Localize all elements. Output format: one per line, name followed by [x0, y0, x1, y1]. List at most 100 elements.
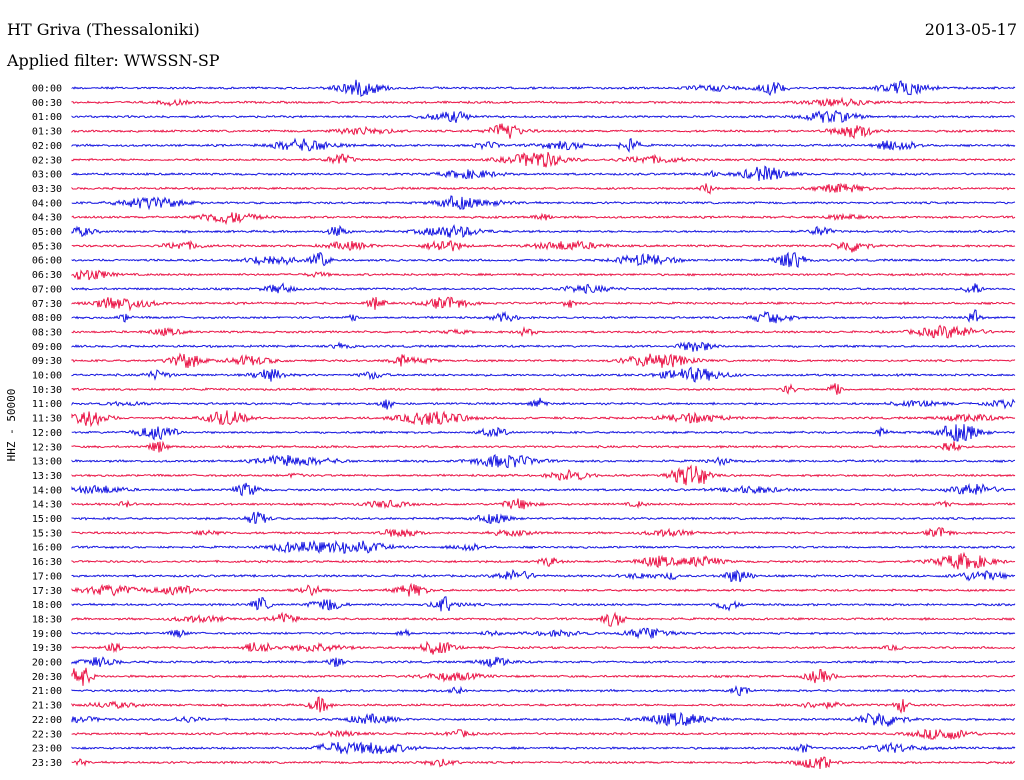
seismic-trace — [71, 397, 1016, 410]
seismic-trace — [71, 79, 1016, 98]
seismic-trace — [71, 526, 1016, 538]
time-label: 06:30 — [32, 270, 62, 281]
seismic-trace — [71, 269, 1016, 281]
time-label: 18:30 — [32, 614, 62, 625]
seismic-trace — [71, 656, 1016, 669]
time-label: 12:30 — [32, 442, 62, 453]
seismic-trace — [71, 212, 1016, 226]
seismic-trace — [71, 239, 1016, 253]
seismic-trace — [71, 482, 1016, 497]
time-label: 08:00 — [32, 313, 62, 324]
time-label: 22:00 — [32, 715, 62, 726]
time-label: 22:30 — [32, 729, 62, 740]
seismic-trace — [71, 627, 1016, 640]
time-label: 19:30 — [32, 643, 62, 654]
time-label: 04:00 — [32, 198, 62, 209]
time-label: 15:00 — [32, 514, 62, 525]
seismic-trace — [71, 640, 1016, 655]
time-label: 23:00 — [32, 744, 62, 755]
time-label: 15:30 — [32, 528, 62, 539]
seismic-trace — [71, 511, 1016, 524]
time-label: 18:00 — [32, 600, 62, 611]
seismic-trace — [71, 728, 1016, 740]
seismic-trace — [71, 309, 1016, 324]
time-label: 07:00 — [32, 284, 62, 295]
seismic-trace — [71, 165, 1016, 182]
time-label: 17:00 — [32, 571, 62, 582]
seismic-trace — [71, 109, 1016, 124]
seismic-trace — [71, 151, 1016, 168]
time-label: 11:30 — [32, 414, 62, 425]
time-label: 16:30 — [32, 557, 62, 568]
seismic-trace — [71, 440, 1016, 453]
seismic-trace — [71, 568, 1016, 583]
seismic-trace — [71, 352, 1016, 368]
time-label: 07:30 — [32, 299, 62, 310]
station-title: HT Griva (Thessaloniki) — [7, 20, 200, 39]
time-label: 13:30 — [32, 471, 62, 482]
seismic-trace — [71, 410, 1016, 428]
date-label: 2013-05-17 — [924, 20, 1017, 39]
time-label: 14:00 — [32, 485, 62, 496]
time-label: 10:30 — [32, 385, 62, 396]
seismic-trace — [71, 424, 1016, 442]
time-label: 03:30 — [32, 184, 62, 195]
seismic-trace — [71, 756, 1016, 770]
time-label: 11:00 — [32, 399, 62, 410]
filter-label: Applied filter: WWSSN-SP — [7, 51, 220, 70]
time-label: 03:00 — [32, 170, 62, 181]
seismic-trace — [71, 137, 1016, 153]
time-label: 17:30 — [32, 586, 62, 597]
time-label: 10:00 — [32, 371, 62, 382]
seismic-trace — [71, 366, 1016, 383]
time-label: 00:00 — [32, 84, 62, 95]
seismic-trace — [71, 685, 1016, 697]
seismic-trace — [71, 324, 1016, 339]
time-label: 23:30 — [32, 758, 62, 769]
time-label: 09:00 — [32, 342, 62, 353]
time-label: 06:00 — [32, 256, 62, 267]
seismic-trace — [71, 696, 1016, 714]
time-label: 08:30 — [32, 327, 62, 338]
time-label: 05:00 — [32, 227, 62, 238]
time-label: 16:00 — [32, 543, 62, 554]
seismic-trace — [71, 341, 1016, 352]
time-label: 21:30 — [32, 701, 62, 712]
time-label: 01:00 — [32, 112, 62, 123]
seismic-trace — [71, 182, 1016, 195]
seismic-trace — [71, 498, 1016, 510]
seismic-trace — [71, 667, 1016, 686]
time-label: 04:30 — [32, 213, 62, 224]
time-label: 21:00 — [32, 686, 62, 697]
time-label: 02:30 — [32, 155, 62, 166]
seismic-trace — [71, 453, 1015, 469]
time-label: 14:30 — [32, 500, 62, 511]
time-label: 02:00 — [32, 141, 62, 152]
time-label: 20:30 — [32, 672, 62, 683]
time-label: 13:00 — [32, 457, 62, 468]
seismic-trace — [71, 596, 1016, 612]
seismic-trace — [71, 224, 1016, 238]
seismic-trace — [71, 711, 1016, 727]
seismic-trace — [71, 464, 1016, 486]
seismic-trace — [71, 582, 1016, 597]
seismic-trace — [71, 195, 1016, 211]
seismic-trace — [71, 251, 1016, 268]
seismic-trace — [71, 96, 1015, 108]
seismic-trace — [71, 383, 1016, 395]
seismic-trace — [71, 296, 1016, 312]
seismic-trace — [71, 123, 1015, 140]
seismic-trace — [71, 551, 1016, 570]
trace-rows: 00:00 00:30 01:00 01:30 02:00 02:30 03:00 03:30… — [32, 79, 1016, 770]
time-label: 12:00 — [32, 428, 62, 439]
time-label: 20:00 — [32, 658, 62, 669]
time-label: 09:30 — [32, 356, 62, 367]
time-label: 19:00 — [32, 629, 62, 640]
time-label: 01:30 — [32, 127, 62, 138]
seismic-trace — [71, 611, 1016, 627]
time-label: 00:30 — [32, 98, 62, 109]
seismic-trace — [71, 282, 1016, 295]
seismic-trace — [71, 539, 1016, 554]
seismic-trace — [71, 741, 1016, 755]
